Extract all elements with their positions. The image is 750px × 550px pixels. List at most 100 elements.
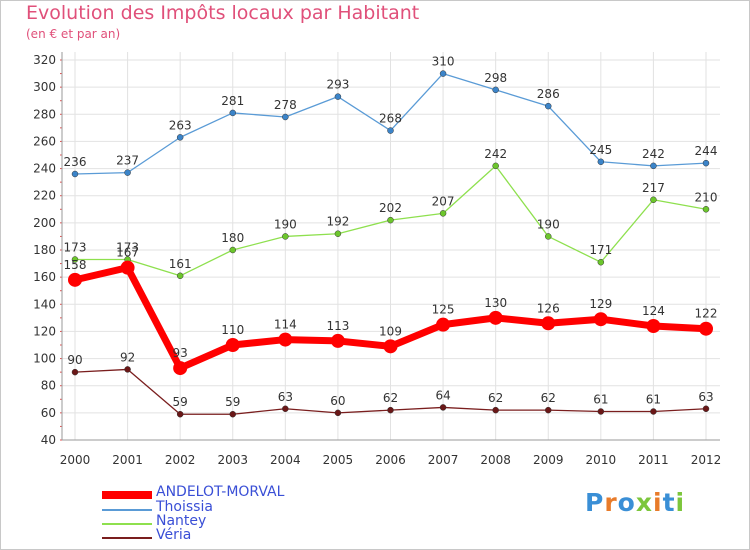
x-tick-label: 2004 [270, 453, 301, 467]
data-label: 113 [326, 319, 349, 333]
data-label: 236 [64, 155, 87, 169]
data-point [282, 113, 289, 121]
data-label: 63 [698, 390, 713, 404]
data-point [334, 409, 342, 417]
proxiti-logo: Proxiti [585, 488, 685, 517]
data-label: 190 [537, 217, 560, 231]
y-tick-label: 260 [33, 134, 56, 148]
data-point [173, 361, 188, 376]
data-point [545, 406, 552, 414]
data-label: 167 [116, 246, 139, 260]
data-point [120, 260, 135, 275]
data-label: 109 [379, 324, 402, 338]
data-label: 245 [589, 143, 612, 157]
logo-letter: i [675, 488, 686, 517]
x-tick-label: 2007 [428, 453, 459, 467]
data-label: 242 [484, 147, 507, 161]
data-label: 59 [225, 395, 240, 409]
data-label: 192 [326, 215, 349, 229]
y-tick-label: 280 [33, 107, 56, 121]
y-tick-label: 120 [33, 324, 56, 338]
data-point [71, 368, 79, 376]
y-tick-label: 40 [41, 433, 56, 447]
x-tick-label: 2010 [586, 453, 617, 467]
data-point [334, 93, 342, 100]
data-point [334, 230, 342, 237]
data-point [176, 272, 184, 280]
data-point [68, 272, 82, 287]
data-point [650, 162, 657, 170]
data-label: 244 [695, 144, 718, 158]
data-label: 190 [274, 217, 297, 231]
data-point [650, 196, 657, 204]
logo-letter: P [585, 488, 605, 517]
legend-swatch [102, 509, 152, 511]
data-point [702, 206, 710, 213]
data-label: 210 [695, 190, 718, 204]
chart-subtitle: (en € et par an) [26, 27, 121, 41]
logo-letter: r [604, 488, 618, 517]
chart-title: Evolution des Impôts locaux par Habitant [26, 2, 420, 24]
data-label: 92 [120, 350, 135, 364]
legend-swatch [102, 523, 152, 525]
x-tick-label: 2006 [375, 453, 406, 467]
data-label: 293 [326, 78, 349, 92]
y-tick-label: 80 [41, 379, 56, 393]
x-tick-label: 2009 [533, 453, 564, 467]
x-tick-label: 2001 [112, 453, 143, 467]
x-tick-label: 2002 [165, 453, 196, 467]
data-label: 180 [221, 231, 244, 245]
data-label: 114 [274, 318, 297, 332]
data-point [545, 233, 552, 240]
data-point [597, 158, 605, 166]
y-tick-label: 60 [41, 406, 56, 420]
y-tick-label: 200 [33, 216, 56, 230]
data-point [282, 233, 289, 240]
data-point [541, 316, 556, 331]
logo-letter: i [653, 488, 663, 517]
data-label: 93 [173, 346, 188, 360]
data-point [439, 70, 447, 77]
data-label: 126 [537, 301, 560, 315]
data-point [71, 256, 79, 263]
data-point [492, 406, 499, 414]
legend-label: Véria [156, 527, 192, 543]
data-point [387, 216, 394, 224]
y-tick-label: 140 [33, 297, 56, 311]
data-label: 278 [274, 98, 297, 112]
data-label: 298 [484, 71, 507, 85]
x-tick-label: 2012 [691, 453, 722, 467]
data-point [176, 134, 184, 141]
data-label: 62 [383, 391, 398, 405]
data-label: 110 [221, 323, 244, 337]
x-tick-label: 2008 [480, 453, 511, 467]
data-point [597, 408, 605, 415]
data-point [124, 366, 131, 373]
data-label: 158 [64, 258, 87, 272]
data-label: 242 [642, 147, 665, 161]
data-point [229, 246, 236, 254]
data-label: 130 [484, 296, 507, 310]
data-point [439, 404, 447, 411]
logo-letter: o [617, 488, 636, 517]
data-point [387, 406, 394, 414]
legend-label: Thoissia [156, 499, 213, 515]
data-label: 122 [695, 307, 718, 321]
data-point [387, 127, 394, 134]
data-label: 286 [537, 87, 560, 101]
x-tick-label: 2000 [60, 453, 91, 467]
data-point [176, 410, 184, 418]
data-label: 217 [642, 181, 665, 195]
data-point [225, 338, 240, 352]
data-label: 281 [221, 94, 244, 108]
data-point [488, 310, 503, 325]
data-point [646, 319, 661, 333]
data-point [545, 102, 552, 110]
data-label: 61 [593, 393, 608, 407]
data-point [650, 408, 657, 415]
data-point [229, 410, 236, 418]
data-point [282, 405, 289, 413]
data-label: 310 [432, 55, 455, 69]
data-label: 90 [67, 353, 82, 367]
y-tick-label: 160 [33, 270, 56, 284]
